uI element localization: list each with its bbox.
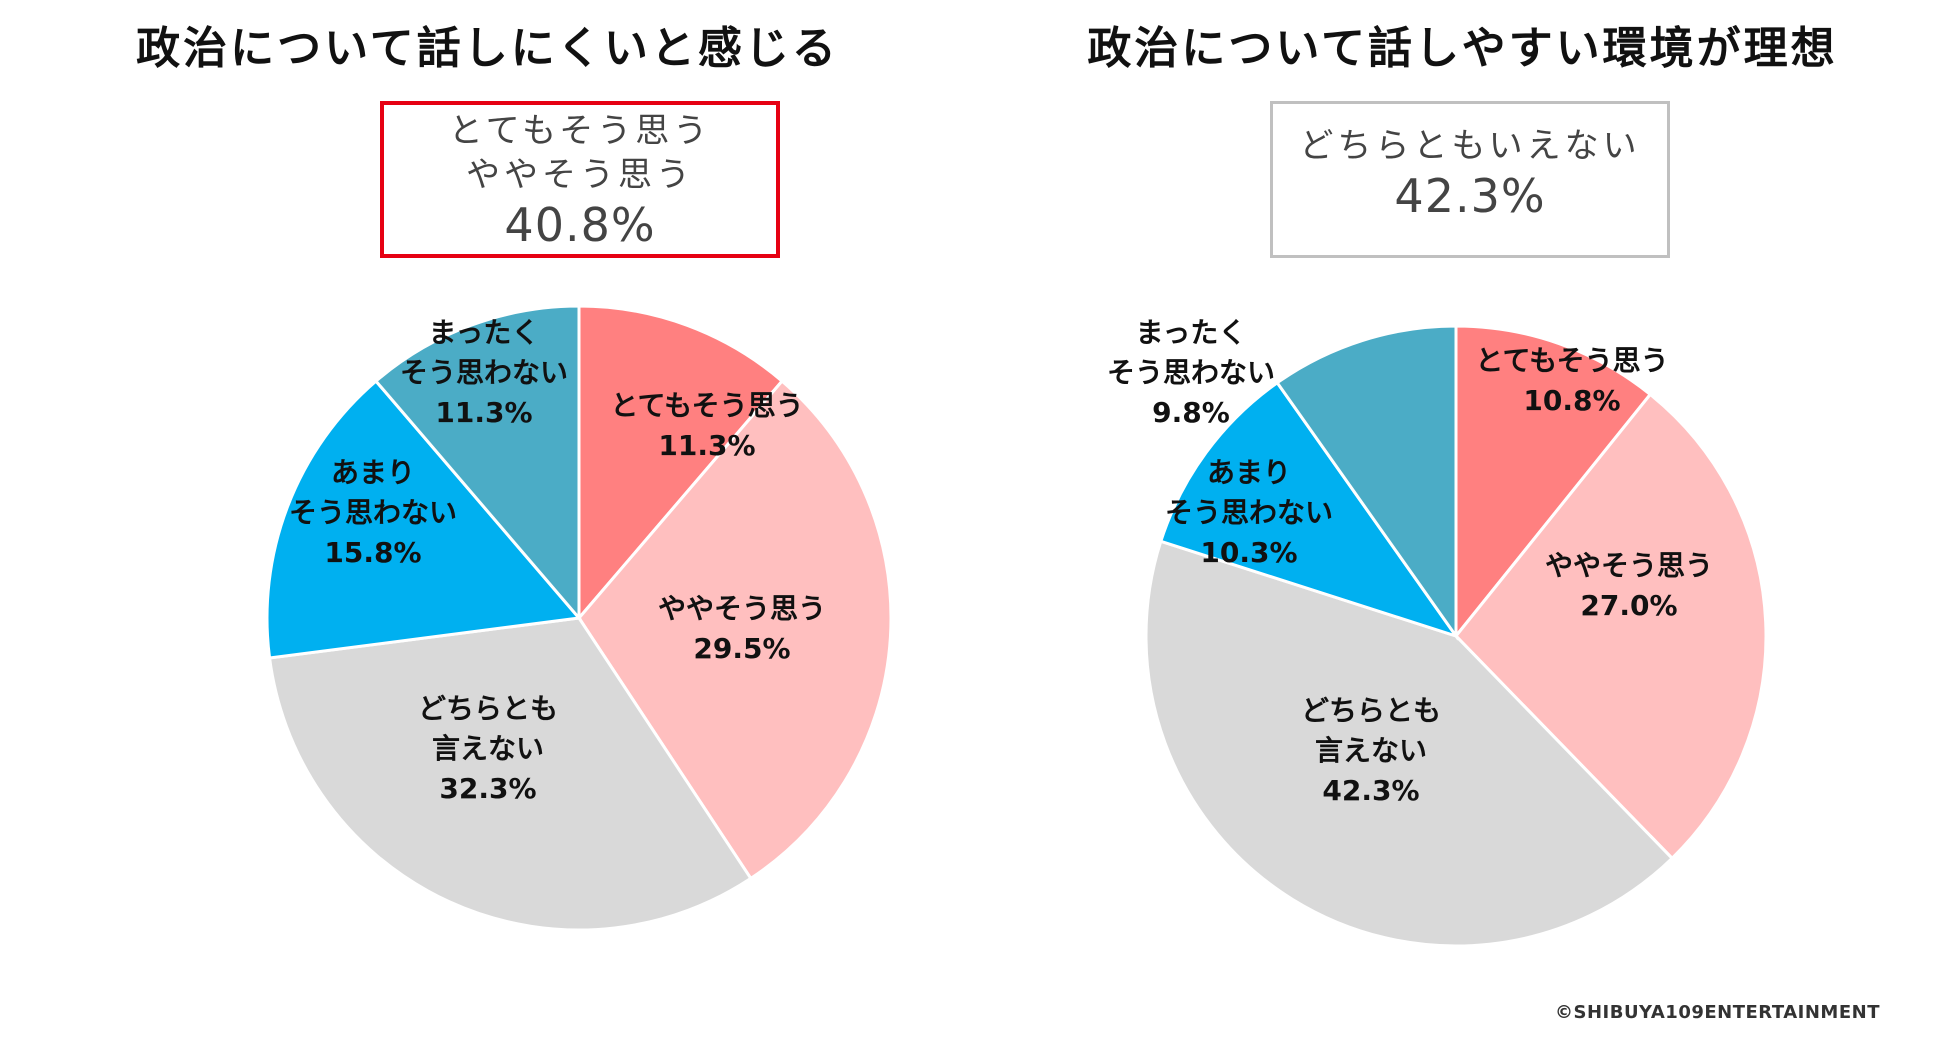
pie-data-label: とてもそう思う 10.8% xyxy=(1475,344,1668,417)
pie-slice xyxy=(1144,539,1675,948)
chart-title: 政治について話しにくいと感じる xyxy=(136,23,839,74)
summary-line: どちらともいえない xyxy=(1299,126,1641,166)
pie-slice xyxy=(1275,324,1458,641)
pie-data-label: どちらとも言えない 32.3% xyxy=(418,692,558,805)
summary-value: 40.8% xyxy=(504,198,656,252)
pie-slice xyxy=(1454,324,1653,641)
pie-data-label: ややそう思う 29.5% xyxy=(658,592,826,665)
pie-slice xyxy=(577,378,893,881)
summary-line: とてもそう思う xyxy=(448,111,712,151)
pie-slice xyxy=(577,304,785,623)
pie-data-label: まったくそう思わない 9.8% xyxy=(1107,316,1275,429)
chart-left: 政治について話しにくいと感じる とてもそう思う ややそう思う 40.8% とても… xyxy=(136,23,893,932)
pie-chart: とてもそう思う 10.8% ややそう思う 27.0% どちらとも言えない 42.3% あまり… xyxy=(1107,316,1768,948)
pie-data-label: あまりそう思わない 15.8% xyxy=(289,456,457,569)
pie-chart: とてもそう思う 11.3% ややそう思う 29.5% どちらとも言えない 32.3% あまり… xyxy=(265,304,893,932)
pie-slice xyxy=(265,378,582,660)
chart-title: 政治について話しやすい環境が理想 xyxy=(1087,23,1838,74)
copyright-text: ©SHIBUYA109ENTERTAINMENT xyxy=(1555,1002,1880,1023)
pie-slice xyxy=(267,616,753,932)
pie-slice xyxy=(373,304,581,623)
summary-box: どちらともいえない 42.3% xyxy=(1270,101,1670,258)
summary-value: 42.3% xyxy=(1394,169,1546,223)
pie-data-label: まったくそう思わない 11.3% xyxy=(400,316,568,429)
summary-box: とてもそう思う ややそう思う 40.8% xyxy=(380,101,780,258)
summary-line: ややそう思う xyxy=(466,155,694,195)
pie-slice xyxy=(1158,380,1460,639)
pie-data-label: あまりそう思わない 10.3% xyxy=(1165,456,1333,569)
pie-data-label: ややそう思う 27.0% xyxy=(1545,549,1713,622)
pie-data-label: どちらとも言えない 42.3% xyxy=(1301,694,1441,807)
pie-slice xyxy=(1453,392,1768,861)
pie-data-label: とてもそう思う 11.3% xyxy=(610,389,803,462)
chart-right: 政治について話しやすい環境が理想 どちらともいえない 42.3% とてもそう思う… xyxy=(975,0,1950,1045)
